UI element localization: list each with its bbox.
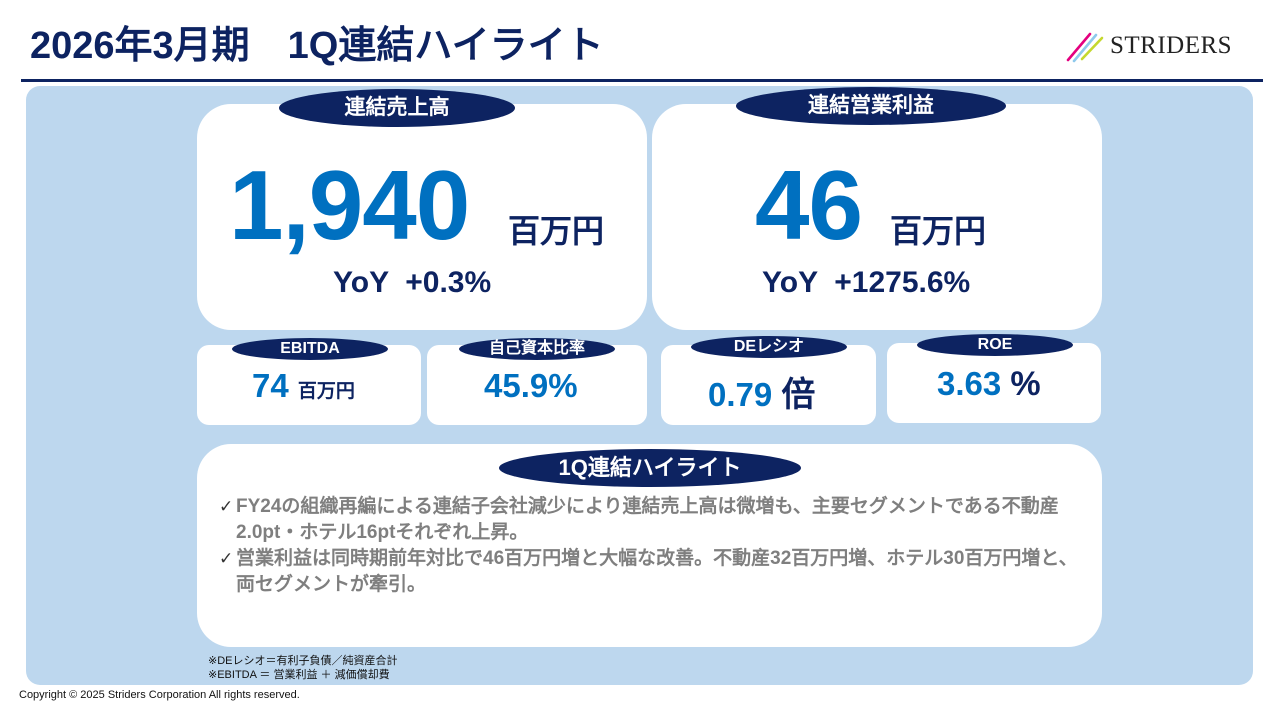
- highlight-text: 営業利益は同時期前年対比で46百万円増と大幅な改善。不動産32百万円増、ホテル3…: [236, 548, 1078, 595]
- kpi-card-roe: ROE 3.63 %: [887, 334, 1101, 423]
- kpi-label-pill: EBITDA: [232, 338, 388, 360]
- yoy-label: YoY: [333, 266, 389, 299]
- check-icon: ✓: [219, 497, 234, 516]
- kpi-unit: %: [1010, 365, 1041, 403]
- kpi-value: 46: [755, 150, 863, 260]
- kpi-value: 45.9%: [484, 367, 578, 404]
- striders-stripes-logo-icon: [1066, 32, 1104, 63]
- footnotes: ※DEレシオ＝有利子負債／純資産合計 ※EBITDA ＝ 営業利益 ＋ 減価償却…: [208, 654, 398, 682]
- kpi-unit: 百万円: [297, 381, 355, 402]
- kpi-value: 1,940: [229, 150, 470, 260]
- kpi-card-operating-profit: 連結営業利益 46 百万円 YoY +1275.6%: [652, 87, 1102, 330]
- highlight-item: ✓ FY24の組織再編による連結子会社減少により連結売上高は微増も、主要セグメン…: [219, 494, 1079, 546]
- kpi-number: 74: [252, 367, 289, 404]
- kpi-label-pill: 連結売上高: [279, 89, 515, 127]
- kpi-label-pill: 連結営業利益: [736, 87, 1006, 125]
- check-icon: ✓: [219, 549, 234, 568]
- highlight-text: FY24の組織再編による連結子会社減少により連結売上高は微増も、主要セグメントで…: [236, 496, 1059, 543]
- kpi-label-pill: 自己資本比率: [459, 338, 615, 360]
- yoy-label: YoY: [762, 266, 818, 299]
- highlights-list: ✓ FY24の組織再編による連結子会社減少により連結売上高は微増も、主要セグメン…: [219, 494, 1079, 598]
- yoy-value: +1275.6%: [834, 266, 971, 299]
- kpi-unit: 百万円: [890, 213, 987, 249]
- company-logo: STRIDERS: [1066, 30, 1256, 64]
- footnote-ebitda: ※EBITDA ＝ 営業利益 ＋ 減価償却費: [208, 669, 390, 681]
- page-title: 2026年3月期 1Q連結ハイライト: [30, 25, 604, 67]
- kpi-unit: 倍: [781, 376, 816, 414]
- kpi-unit: 百万円: [508, 213, 605, 249]
- kpi-card-de-ratio: DEレシオ 0.79 倍: [661, 336, 876, 425]
- kpi-value: 3.63 %: [937, 365, 1041, 404]
- copyright: Copyright © 2025 Striders Corporation Al…: [19, 689, 300, 701]
- kpi-yoy: YoY +1275.6%: [762, 266, 970, 300]
- kpi-value: 74 百万円: [252, 367, 355, 405]
- highlight-item: ✓ 営業利益は同時期前年対比で46百万円増と大幅な改善。不動産32百万円増、ホテ…: [219, 546, 1079, 598]
- logo-text: STRIDERS: [1110, 32, 1233, 59]
- kpi-label-pill: ROE: [917, 334, 1073, 356]
- kpi-yoy: YoY +0.3%: [333, 266, 491, 300]
- kpi-card-sales: 連結売上高 1,940 百万円 YoY +0.3%: [197, 89, 647, 330]
- kpi-card-equity-ratio: 自己資本比率 45.9%: [427, 338, 647, 425]
- kpi-label-pill: DEレシオ: [691, 336, 847, 358]
- yoy-value: +0.3%: [405, 266, 492, 299]
- highlights-card: 1Q連結ハイライト ✓ FY24の組織再編による連結子会社減少により連結売上高は…: [197, 444, 1102, 647]
- header-divider: [21, 79, 1263, 82]
- kpi-card-ebitda: EBITDA 74 百万円: [197, 338, 421, 425]
- highlights-title-pill: 1Q連結ハイライト: [499, 449, 801, 487]
- kpi-number: 3.63: [937, 365, 1002, 402]
- kpi-value: 0.79 倍: [708, 367, 815, 416]
- kpi-number: 0.79: [708, 376, 773, 413]
- footnote-de-ratio: ※DEレシオ＝有利子負債／純資産合計: [208, 655, 398, 667]
